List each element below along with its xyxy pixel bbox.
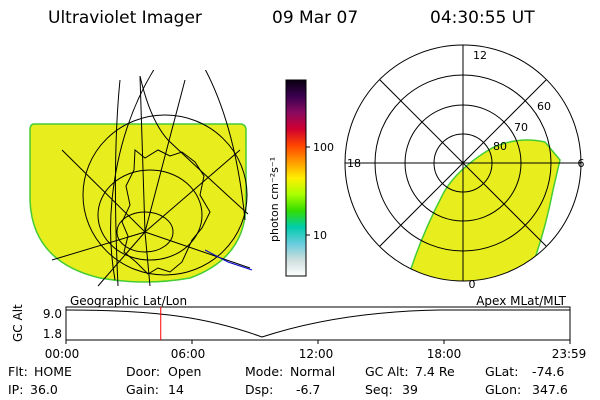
mlt-label-0: 0: [469, 278, 476, 291]
y-tick-1-8: 1.8: [43, 327, 62, 341]
mlt-label-6: 6: [578, 157, 585, 170]
seq-value: 39: [402, 382, 418, 397]
ip-value: 36.0: [30, 382, 58, 397]
lat-label-60: 60: [537, 100, 551, 113]
geographic-aurora-region: [29, 123, 247, 283]
time-label: 04:30:55 UT: [430, 8, 535, 28]
mode-value: Normal: [290, 364, 336, 379]
lat-label-80: 80: [493, 140, 507, 153]
glon-value: 347.6: [532, 382, 568, 397]
instrument-title: Ultraviolet Imager: [48, 8, 202, 28]
gc-alt-label: GC Alt:: [365, 364, 409, 379]
gc-alt-axis-label: GC Alt: [11, 304, 25, 342]
polar-plot: 12 18 6 0 60 70 80: [344, 44, 585, 291]
mlt-label-12: 12: [473, 49, 487, 62]
x-tick-0000: 00:00: [45, 347, 80, 361]
door-value: Open: [168, 364, 202, 379]
flight-label: Flt:: [8, 364, 28, 379]
glat-label: GLat:: [485, 364, 519, 379]
x-tick-0600: 06:00: [171, 347, 206, 361]
colorbar-unit-label: photon cm⁻²s⁻¹: [268, 157, 281, 242]
gc-alt-value: 7.4 Re: [415, 364, 455, 379]
altitude-x-ticks: [65, 340, 571, 344]
polar-aurora-region: [403, 139, 561, 281]
geographic-view: [29, 70, 253, 287]
mlt-label-18: 18: [347, 157, 361, 170]
geographic-overlay-line: [204, 249, 253, 271]
glat-value: -74.6: [532, 364, 565, 379]
geographic-grid: [51, 70, 251, 287]
date-label: 09 Mar 07: [272, 8, 359, 28]
altitude-plot: Geographic Lat/Lon Apex MLat/MLT GC Alt …: [11, 294, 586, 361]
colorbar-tick-100: 100: [313, 141, 334, 154]
info-panel: Flt: HOME Door: Open Mode: Normal GC Alt…: [0, 364, 600, 400]
seq-label: Seq:: [365, 382, 393, 397]
geographic-coastline: [121, 148, 211, 275]
geographic-lat-lon-label: Geographic Lat/Lon: [70, 294, 187, 308]
x-tick-1800: 18:00: [427, 347, 462, 361]
dsp-label: Dsp:: [245, 382, 274, 397]
mode-label: Mode:: [245, 364, 284, 379]
colorbar-tick-10: 10: [313, 229, 327, 242]
lat-label-70: 70: [514, 121, 528, 134]
gain-value: 14: [168, 382, 184, 397]
dsp-value: -6.7: [296, 382, 321, 397]
apex-mlat-mlt-label: Apex MLat/MLT: [476, 294, 566, 308]
x-tick-1200: 12:00: [299, 347, 334, 361]
polar-grid: [344, 44, 582, 282]
glon-label: GLon:: [485, 382, 522, 397]
ip-label: IP:: [8, 382, 24, 397]
door-label: Door:: [126, 364, 161, 379]
flight-value: HOME: [34, 364, 72, 379]
gain-label: Gain:: [126, 382, 159, 397]
colorbar-scale: [285, 79, 307, 277]
y-tick-9: 9.0: [43, 307, 62, 321]
x-tick-2359: 23:59: [552, 347, 587, 361]
colorbar: 100 10 photon cm⁻²s⁻¹: [268, 79, 334, 277]
altitude-curve: [65, 309, 570, 338]
